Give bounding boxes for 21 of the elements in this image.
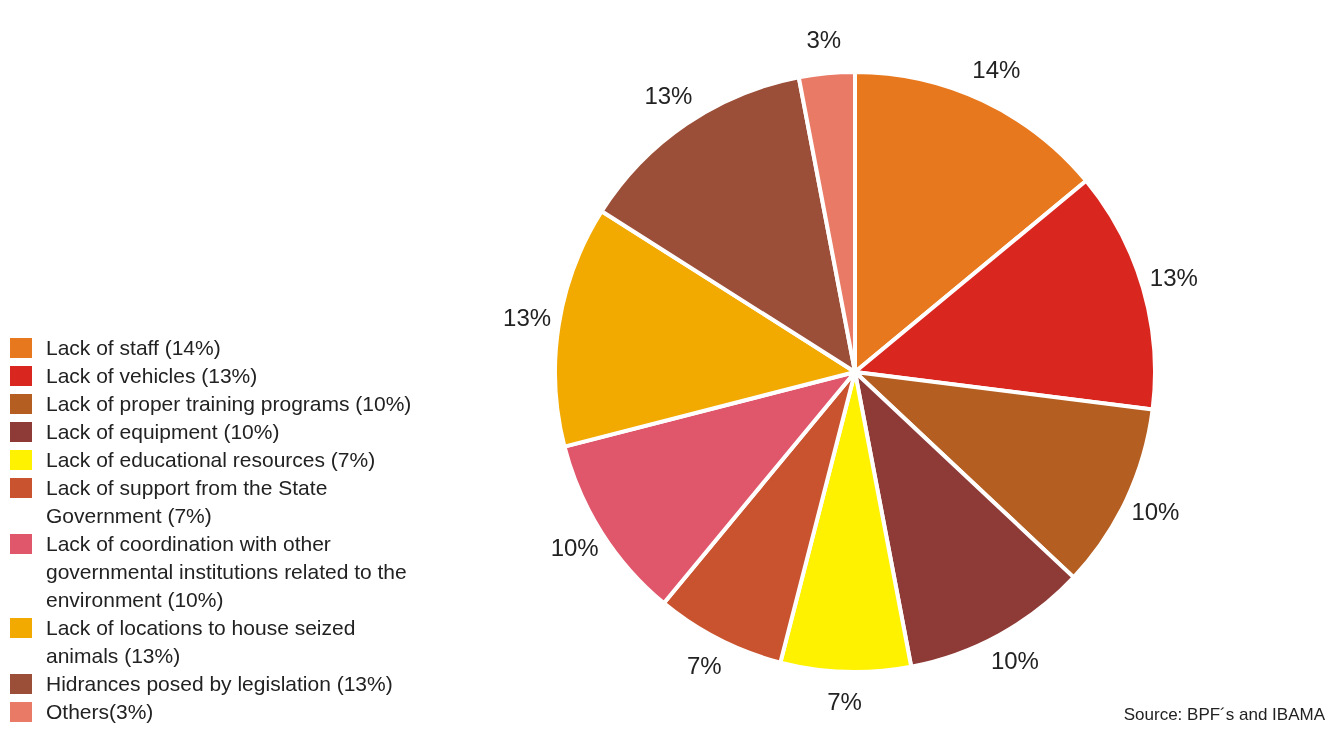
legend-label: Lack of educational resources (7%) (46, 448, 376, 471)
legend-label: Lack of staff (14%) (46, 336, 221, 359)
data-label: 14% (972, 55, 1021, 83)
data-label: 7% (686, 652, 722, 680)
data-label: 13% (1149, 263, 1198, 291)
data-label: 13% (644, 81, 693, 109)
data-label: 10% (550, 534, 599, 562)
legend-label: Lack of proper training programs (10%) (46, 392, 412, 415)
source-note: Source: BPF´s and IBAMA (1123, 705, 1326, 724)
legend-label: Lack of vehicles (13%) (46, 364, 258, 387)
data-label: 10% (1131, 497, 1180, 525)
legend-label: Lack of coordination with other governmental institutions related to the environment (10%) (46, 532, 407, 611)
legend-label: Others(3%) (46, 700, 154, 723)
legend-label: Lack of support from the State Government (7%) (46, 476, 328, 527)
data-label: 10% (990, 647, 1039, 675)
data-label: 13% (503, 304, 552, 332)
legend-label: Lack of equipment (10%) (46, 420, 280, 443)
legend-label: Hidrances posed by legislation (13%) (46, 672, 393, 695)
legend-label: Lack of locations to house seized animals (13%) (46, 616, 356, 667)
data-label: 3% (806, 25, 842, 53)
data-label: 7% (827, 688, 862, 716)
